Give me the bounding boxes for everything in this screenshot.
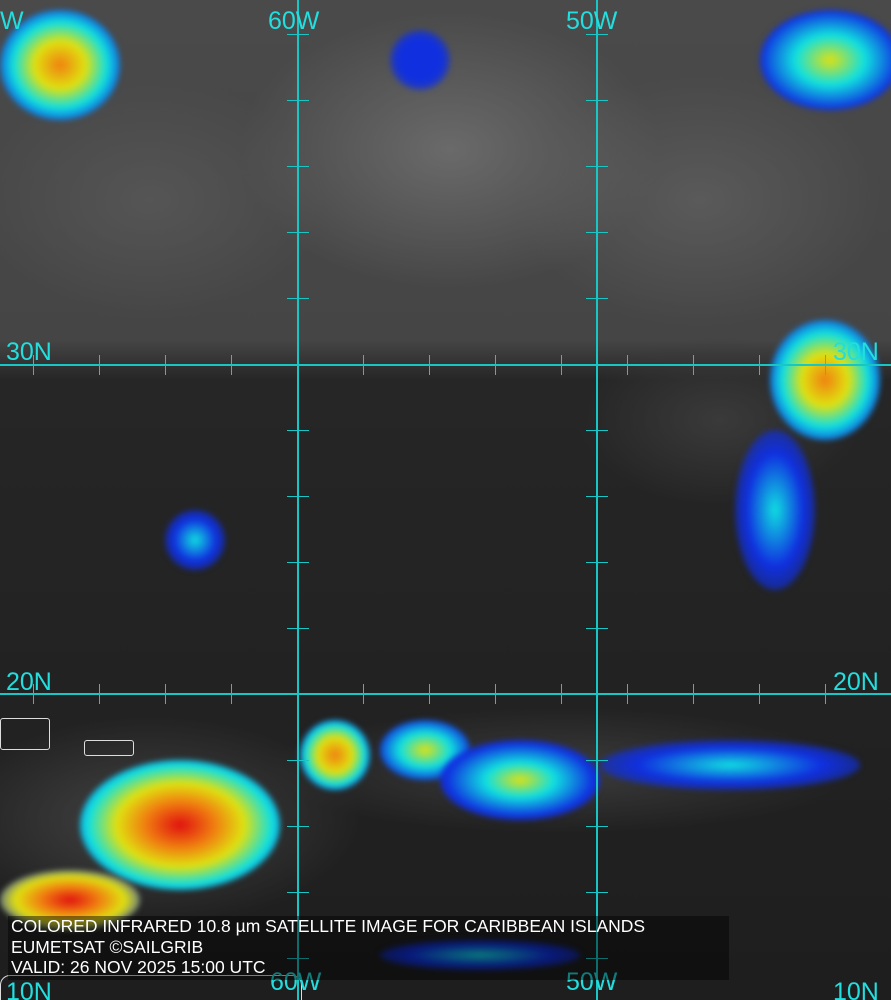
- grid-tick: [287, 100, 309, 101]
- grid-tick: [33, 684, 34, 704]
- grid-tick: [231, 355, 232, 375]
- grid-tick: [287, 166, 309, 167]
- grid-tick: [586, 826, 608, 827]
- grid-tick: [287, 430, 309, 431]
- grid-tick: [586, 760, 608, 761]
- cloud-cell: [770, 320, 880, 440]
- grid-tick: [287, 892, 309, 893]
- grid-tick: [495, 684, 496, 704]
- cloud-cell: [0, 10, 120, 120]
- grid-tick: [429, 355, 430, 375]
- grid-tick: [99, 684, 100, 704]
- grid-tick: [287, 496, 309, 497]
- grid-tick: [759, 355, 760, 375]
- grid-tick: [586, 892, 608, 893]
- grid-tick: [287, 364, 309, 365]
- grid-tick: [693, 355, 694, 375]
- grid-tick: [586, 958, 608, 959]
- grid-tick: [165, 355, 166, 375]
- grid-tick: [287, 826, 309, 827]
- cloud-cell: [735, 430, 815, 590]
- grid-tick: [825, 684, 826, 704]
- grid-tick: [825, 355, 826, 375]
- caption-source: EUMETSAT ©SAILGRIB: [11, 936, 204, 957]
- grid-tick: [287, 298, 309, 299]
- grid-tick: [627, 684, 628, 704]
- grid-tick: [586, 628, 608, 629]
- grid-tick: [297, 684, 298, 704]
- cloud-cell: [165, 510, 225, 570]
- grid-tick: [287, 628, 309, 629]
- cloud-cell: [380, 940, 580, 970]
- caption-valid-time: VALID: 26 NOV 2025 15:00 UTC: [11, 957, 266, 977]
- lon-label-50w-top: 50W: [566, 7, 618, 35]
- lon-label-60w-bottom: 60W: [270, 968, 322, 996]
- grid-tick: [99, 355, 100, 375]
- lat-label-30n-left: 30N: [6, 338, 52, 366]
- parallel-20n: [0, 693, 891, 695]
- grid-tick: [586, 100, 608, 101]
- grid-tick: [693, 684, 694, 704]
- cloud-cell: [600, 740, 860, 790]
- grid-tick: [287, 34, 309, 35]
- caption-title: COLORED INFRARED 10.8 µm SATELLITE IMAGE…: [11, 916, 646, 936]
- grid-tick: [297, 355, 298, 375]
- grid-tick: [586, 166, 608, 167]
- meridian-60w: [297, 0, 299, 1000]
- grid-tick: [231, 684, 232, 704]
- image-caption: COLORED INFRARED 10.8 µm SATELLITE IMAGE…: [8, 916, 729, 980]
- grid-tick: [627, 355, 628, 375]
- lon-label-50w-bottom: 50W: [566, 968, 618, 996]
- puerto-rico-coastline: [84, 740, 134, 756]
- cloud-cell: [760, 10, 891, 110]
- grid-tick: [561, 684, 562, 704]
- lon-label-partial: W: [0, 7, 24, 35]
- meridian-50w: [596, 0, 598, 1000]
- grid-tick: [287, 694, 309, 695]
- lon-label-60w-top: 60W: [268, 7, 320, 35]
- grid-tick: [429, 684, 430, 704]
- lat-label-20n-right: 20N: [833, 668, 879, 696]
- grid-tick: [561, 355, 562, 375]
- cloud-cell: [300, 720, 370, 790]
- cloud-cell: [440, 740, 600, 820]
- grid-tick: [586, 562, 608, 563]
- cloud-cell: [80, 760, 280, 890]
- grid-tick: [33, 355, 34, 375]
- grid-tick: [586, 298, 608, 299]
- grid-tick: [586, 364, 608, 365]
- lat-label-10n-right: 10N: [833, 978, 879, 1000]
- grid-tick: [586, 694, 608, 695]
- lat-label-20n-left: 20N: [6, 668, 52, 696]
- grid-tick: [586, 34, 608, 35]
- grid-tick: [287, 562, 309, 563]
- parallel-30n: [0, 364, 891, 366]
- grid-tick: [363, 684, 364, 704]
- grid-tick: [586, 232, 608, 233]
- grid-tick: [759, 684, 760, 704]
- grid-tick: [287, 958, 309, 959]
- grid-tick: [287, 760, 309, 761]
- lat-label-10n-left: 10N: [6, 978, 52, 1000]
- cloud-cell: [0, 870, 140, 930]
- south-america-coastline: [0, 975, 302, 1000]
- grid-tick: [287, 232, 309, 233]
- cloud-cell: [390, 30, 450, 90]
- lat-label-30n-right: 30N: [833, 338, 879, 366]
- grid-tick: [165, 684, 166, 704]
- grid-tick: [586, 430, 608, 431]
- grid-tick: [495, 355, 496, 375]
- hispaniola-coastline: [0, 718, 50, 750]
- grid-tick: [363, 355, 364, 375]
- grid-tick: [586, 496, 608, 497]
